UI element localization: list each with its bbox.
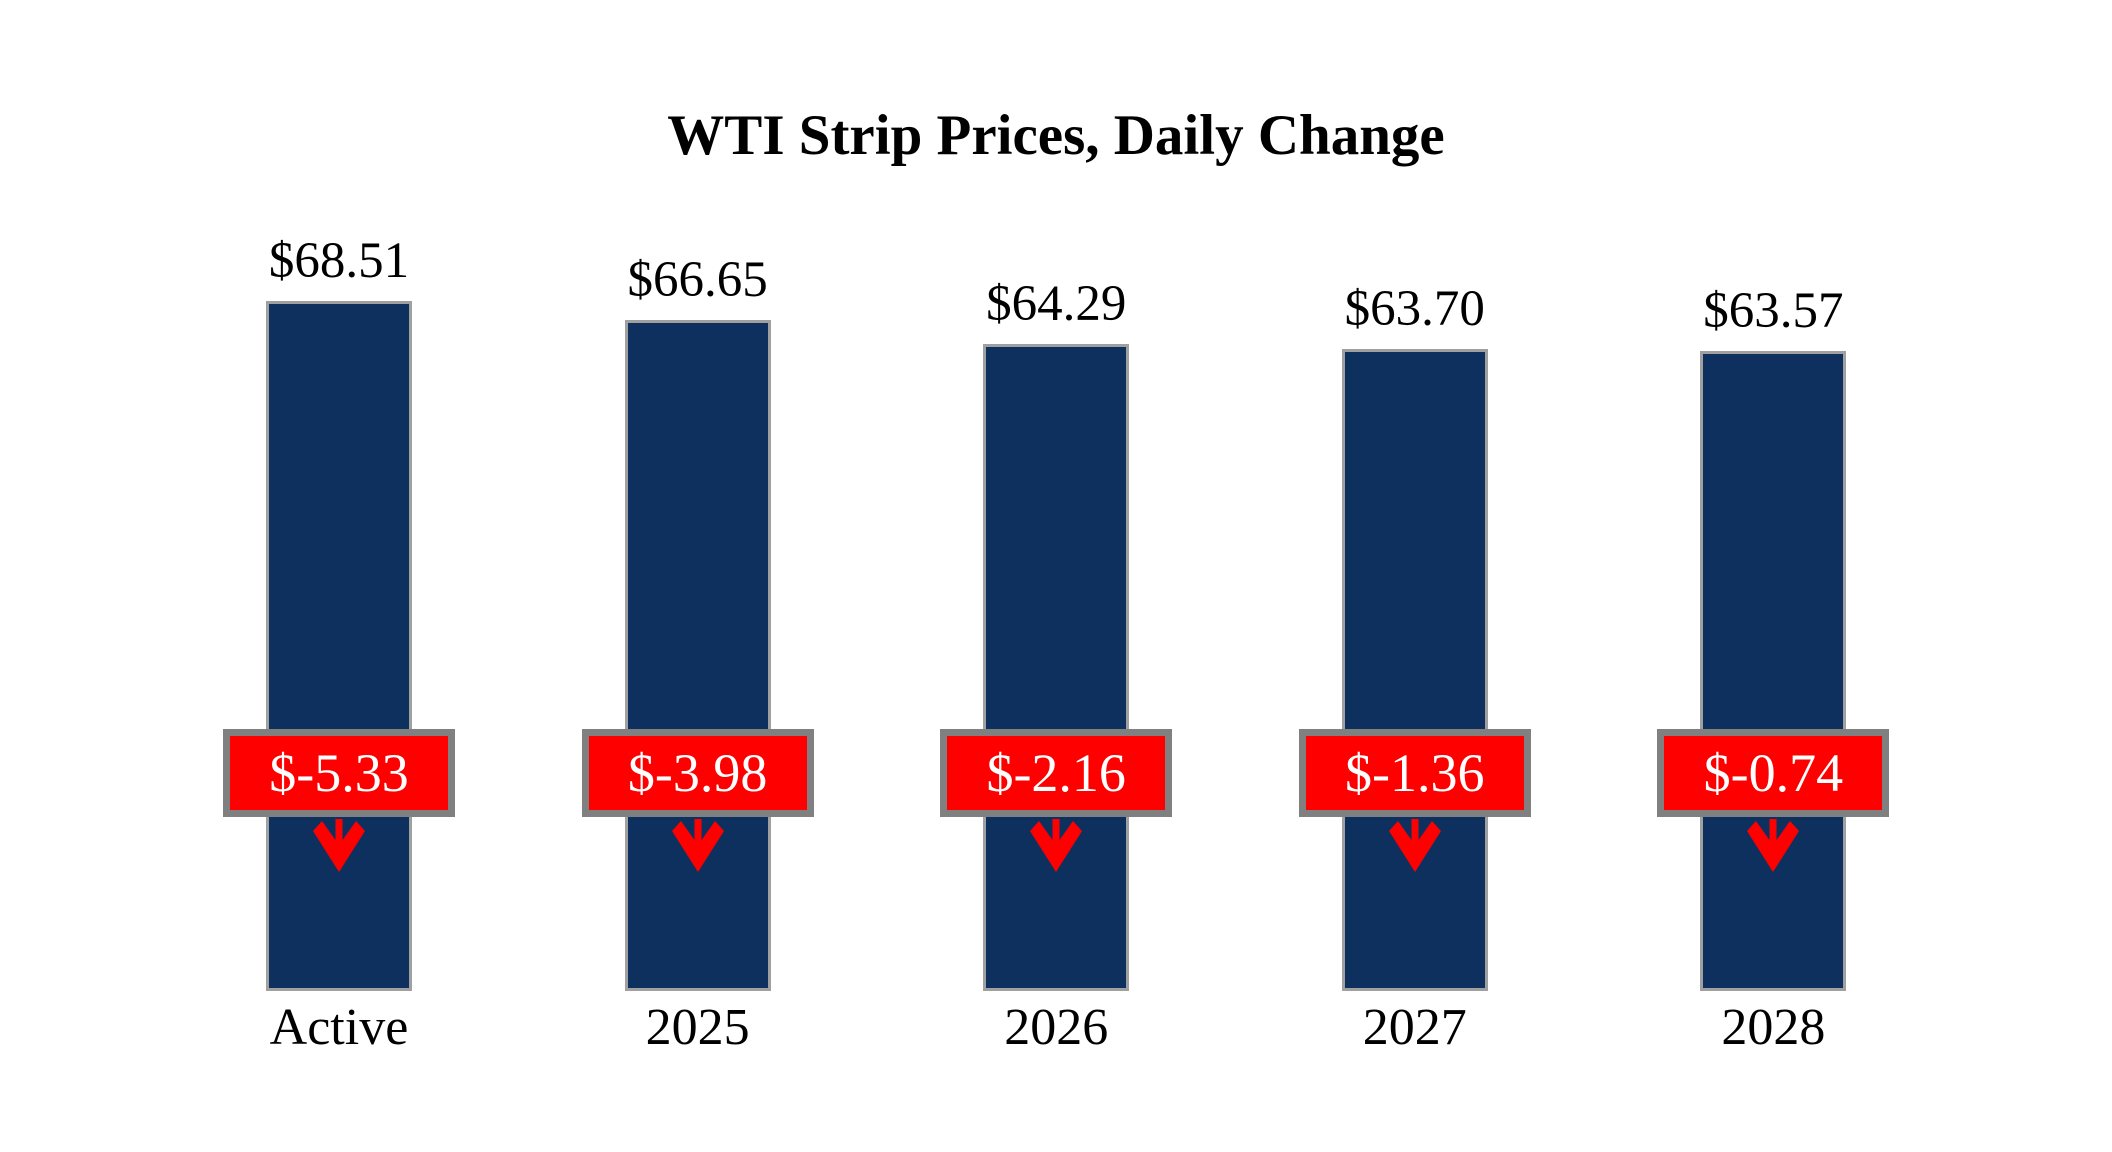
daily-change-badge: $-1.36 bbox=[1298, 729, 1531, 817]
strip-price-label: $63.57 bbox=[1703, 283, 1844, 340]
bar-group: $66.65 $-3.98 2025 bbox=[518, 0, 877, 1152]
daily-change-label: $-1.36 bbox=[1345, 743, 1485, 803]
category-label: 2025 bbox=[645, 999, 750, 1056]
down-arrow-icon bbox=[671, 819, 724, 872]
down-arrow-icon bbox=[1388, 819, 1441, 872]
bar-group: $68.51 $-5.33 Active bbox=[160, 0, 519, 1152]
bar-group: $64.29 $-2.16 2026 bbox=[877, 0, 1236, 1152]
daily-change-label: $-5.33 bbox=[269, 743, 409, 803]
daily-change-badge: $-5.33 bbox=[222, 729, 455, 817]
strip-price-bar bbox=[624, 320, 771, 991]
daily-change-badge: $-2.16 bbox=[940, 729, 1173, 817]
daily-change-badge: $-0.74 bbox=[1657, 729, 1890, 817]
bar-group: $63.70 $-1.36 2027 bbox=[1236, 0, 1595, 1152]
category-label: Active bbox=[269, 999, 409, 1056]
strip-price-bar bbox=[1700, 351, 1847, 991]
category-label: 2027 bbox=[1362, 999, 1467, 1056]
strip-price-bar bbox=[983, 344, 1130, 991]
bar-group: $63.57 $-0.74 2028 bbox=[1594, 0, 1953, 1152]
strip-price-label: $66.65 bbox=[627, 252, 768, 309]
chart-title: WTI Strip Prices, Daily Change bbox=[667, 104, 1445, 167]
daily-change-label: $-3.98 bbox=[627, 743, 768, 803]
down-arrow-icon bbox=[312, 819, 365, 872]
category-label: 2028 bbox=[1721, 999, 1826, 1056]
strip-price-label: $64.29 bbox=[986, 276, 1127, 333]
category-label: 2026 bbox=[1004, 999, 1109, 1056]
down-arrow-icon bbox=[1747, 819, 1800, 872]
strip-price-label: $63.70 bbox=[1344, 281, 1485, 338]
strip-price-bar bbox=[265, 301, 412, 991]
down-arrow-icon bbox=[1030, 819, 1083, 872]
daily-change-label: $-2.16 bbox=[986, 743, 1126, 803]
daily-change-label: $-0.74 bbox=[1703, 743, 1844, 803]
strip-price-bar bbox=[1341, 349, 1488, 991]
daily-change-badge: $-3.98 bbox=[581, 729, 814, 817]
strip-price-label: $68.51 bbox=[268, 233, 410, 290]
